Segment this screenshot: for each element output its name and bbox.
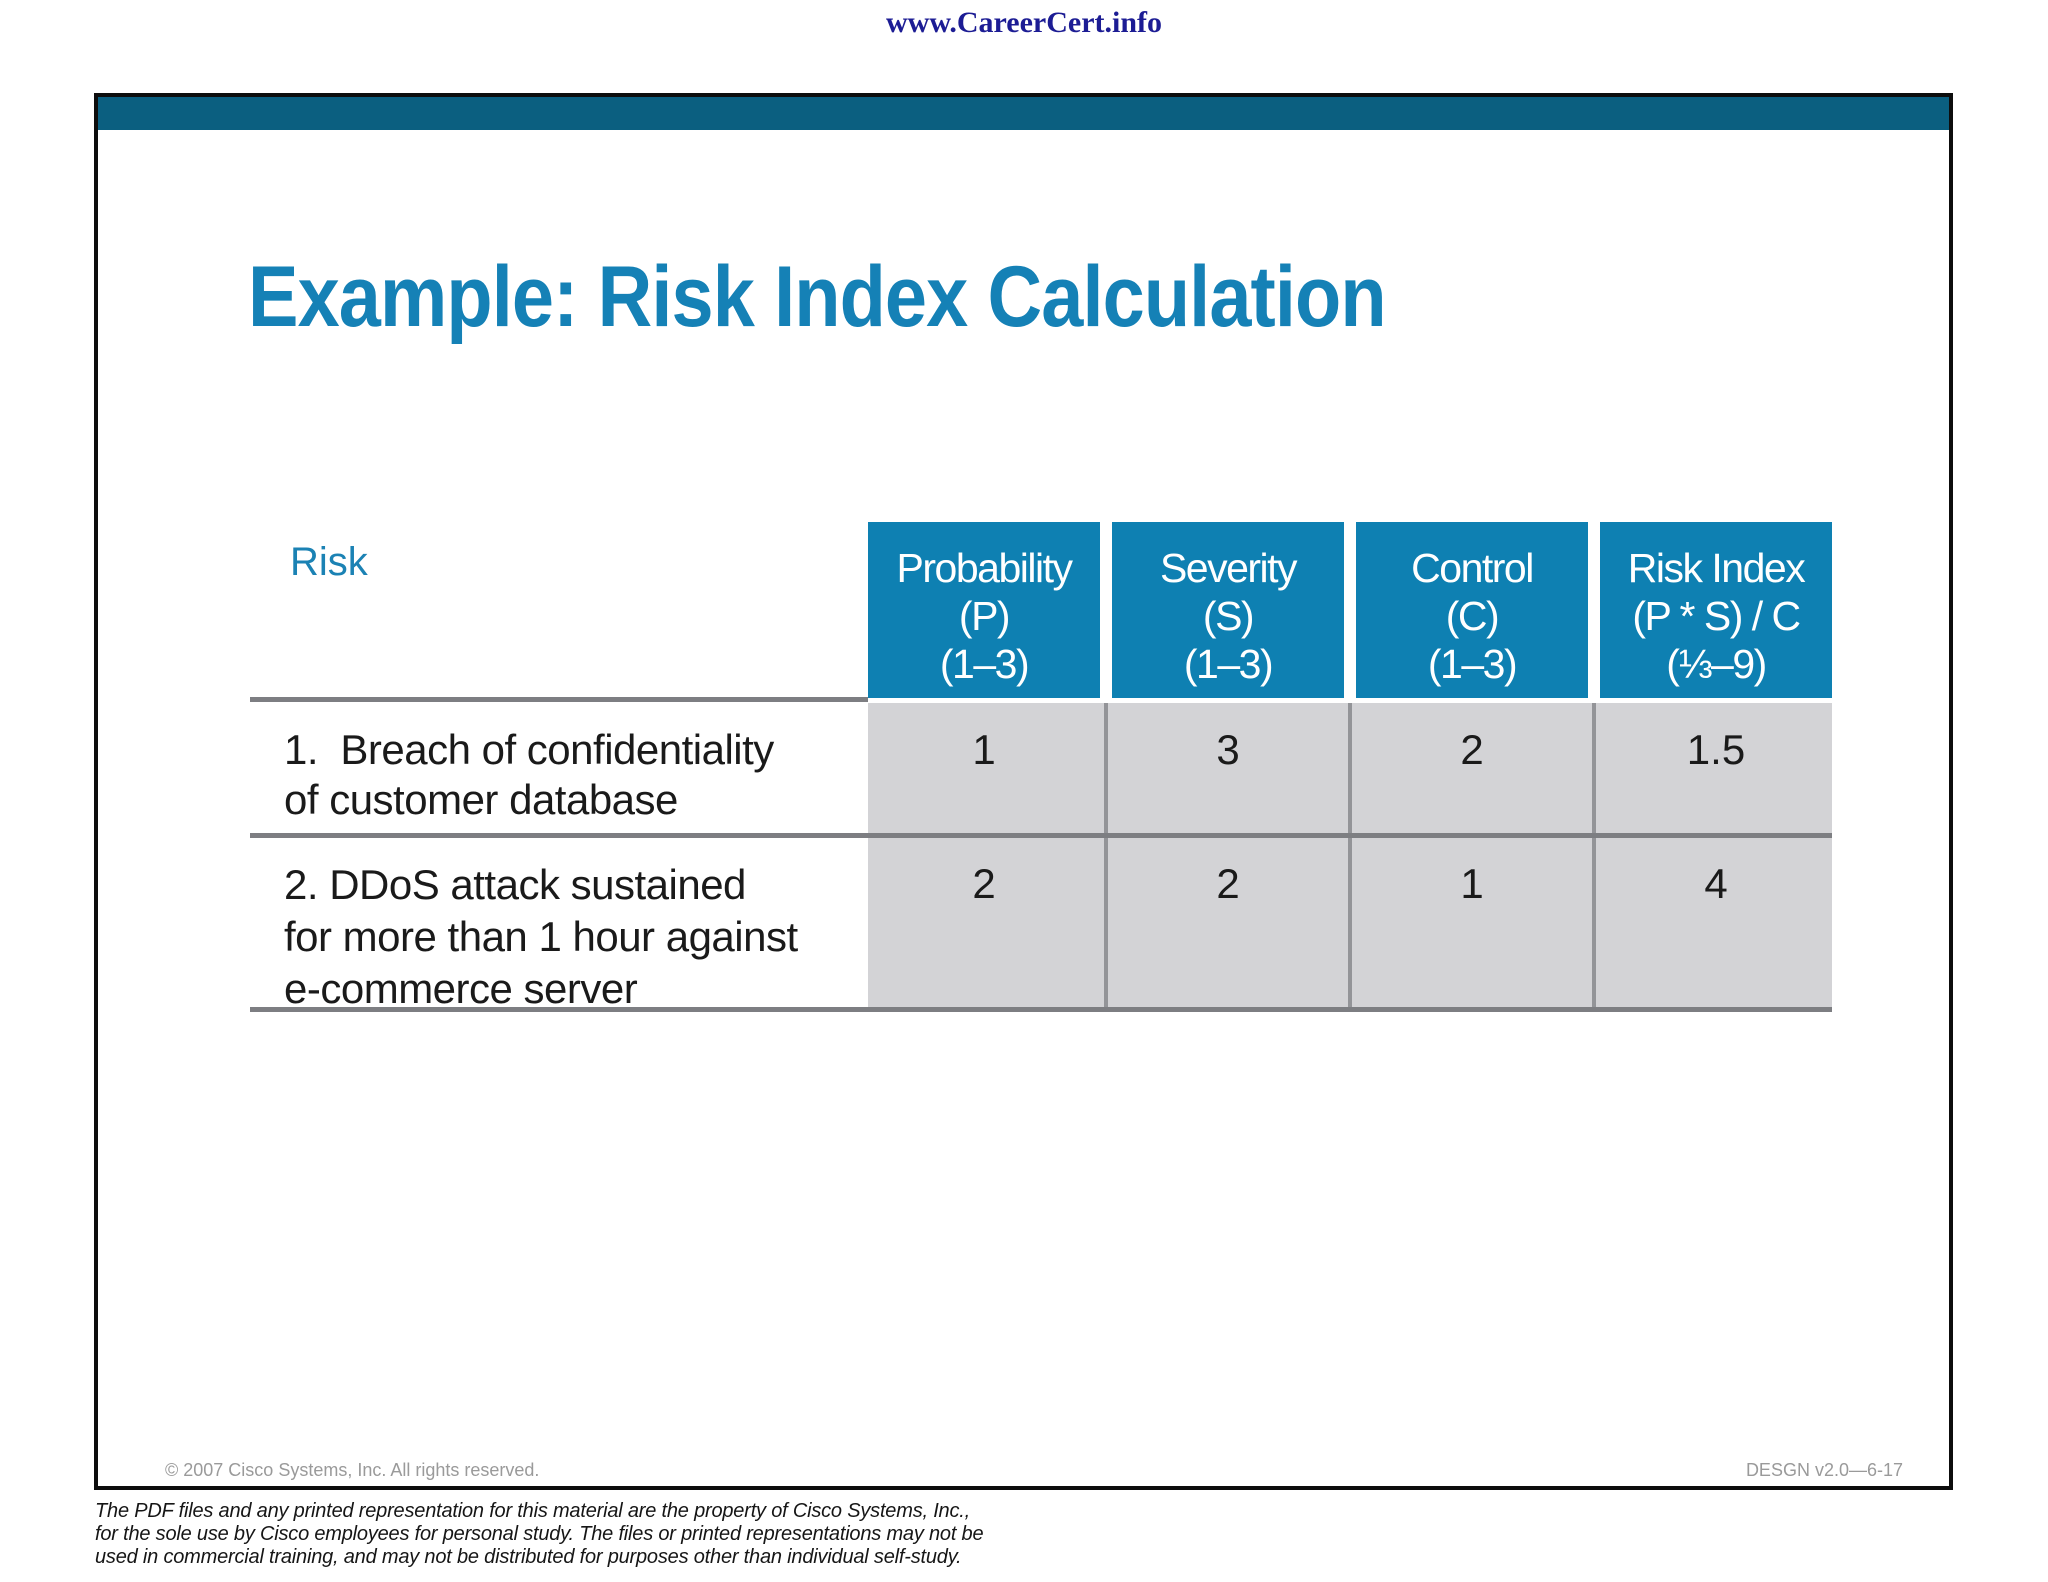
cell-value-severity: 2 — [1216, 860, 1240, 907]
disclaimer-line: for the sole use by Cisco employees for … — [95, 1523, 984, 1545]
header-cell-control: Control (C) (1–3) — [1356, 522, 1588, 698]
cell-value-severity: 3 — [1216, 726, 1240, 773]
slide-title: Example: Risk Index Calculation — [248, 249, 1387, 345]
risk-text-line: 2. DDoS attack sustained — [284, 861, 746, 908]
disclaimer-line: The PDF files and any printed representa… — [95, 1500, 970, 1522]
table-row-risk-description: 2. DDoS attack sustained for more than 1… — [284, 859, 798, 1015]
slide: Example: Risk Index Calculation Risk Pro… — [94, 93, 1953, 1490]
cell-value-risk-index: 4 — [1704, 860, 1728, 907]
cell-value-risk-index: 1.5 — [1686, 726, 1746, 773]
footer-copyright: © 2007 Cisco Systems, Inc. All rights re… — [165, 1460, 540, 1480]
column-divider — [1592, 703, 1596, 1012]
header-line: Severity — [1159, 545, 1298, 591]
row-divider — [250, 833, 1832, 838]
careercert-watermark: www.CareerCert.info — [885, 6, 1163, 39]
column-divider — [1104, 703, 1108, 1012]
header-cell-severity: Severity (S) (1–3) — [1112, 522, 1344, 698]
risk-text-line: e-commerce server — [284, 965, 638, 1012]
header-line: (P) — [958, 593, 1011, 639]
header-line: Probability — [896, 545, 1073, 591]
slide-top-band — [98, 97, 1949, 130]
cell-value-control: 2 — [1460, 726, 1484, 773]
header-line: (⅓–9) — [1666, 641, 1767, 687]
disclaimer: The PDF files and any printed representa… — [95, 1500, 984, 1569]
header-line: (1–3) — [1427, 641, 1518, 687]
header-cell-probability: Probability (P) (1–3) — [868, 522, 1100, 698]
header-cell-risk-index: Risk Index (P * S) / C (⅓–9) — [1600, 522, 1832, 698]
header-line: Control — [1411, 545, 1534, 591]
header-underline — [250, 697, 868, 702]
risk-column-header: Risk — [290, 540, 368, 584]
header-line: (S) — [1202, 593, 1255, 639]
column-divider — [1348, 703, 1352, 1012]
disclaimer-line: used in commercial training, and may not… — [95, 1546, 962, 1568]
cell-value-probability: 2 — [972, 860, 996, 907]
header-line: Risk Index — [1627, 545, 1806, 591]
header-line: (C) — [1445, 593, 1500, 639]
cell-value-control: 1 — [1460, 860, 1484, 907]
footer-page-number: DESGN v2.0—6-17 — [1745, 1460, 1903, 1480]
cell-value-probability: 1 — [972, 726, 996, 773]
header-line: (1–3) — [1183, 641, 1274, 687]
risk-text-line: 1. Breach of confidentiality — [284, 726, 774, 773]
risk-text-line: of customer database — [284, 776, 678, 823]
risk-text-line: for more than 1 hour against — [284, 913, 798, 960]
header-line: (P * S) / C — [1632, 593, 1801, 639]
table-bottom-rule — [250, 1007, 1832, 1012]
table-row-risk-description: 1. Breach of confidentiality of customer… — [284, 725, 774, 825]
header-line: (1–3) — [939, 641, 1030, 687]
